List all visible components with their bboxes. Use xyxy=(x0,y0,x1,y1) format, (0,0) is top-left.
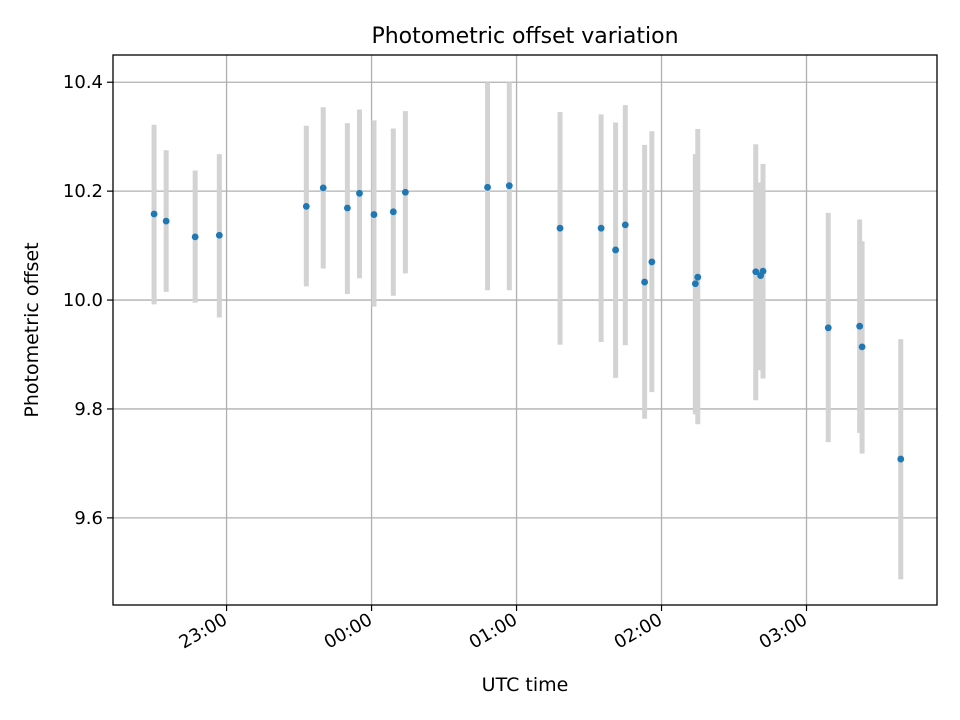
chart-title: Photometric offset variation xyxy=(371,24,678,49)
data-point xyxy=(752,268,760,276)
data-point xyxy=(597,224,605,232)
data-point xyxy=(389,208,397,216)
data-point xyxy=(191,233,199,241)
data-point xyxy=(759,267,767,275)
data-points xyxy=(150,182,905,463)
plot-frame xyxy=(112,54,938,606)
data-point xyxy=(356,189,363,197)
data-point xyxy=(484,183,491,191)
data-point xyxy=(401,188,409,196)
y-axis-label: Photometric offset xyxy=(21,242,43,417)
y-tick-label: 10.4 xyxy=(63,72,103,93)
data-point xyxy=(150,210,158,218)
data-point xyxy=(612,246,620,254)
x-axis-label: UTC time xyxy=(482,674,569,696)
data-point xyxy=(343,204,351,212)
y-axis-ticks: 9.6 9.8 10.0 10.2 10.4 xyxy=(63,72,113,529)
data-point xyxy=(858,343,866,351)
data-point xyxy=(621,221,629,229)
y-tick-label: 9.6 xyxy=(74,508,103,529)
y-tick-label: 10.2 xyxy=(63,181,103,202)
data-point xyxy=(641,278,649,286)
data-point xyxy=(856,322,864,330)
data-point xyxy=(691,280,699,288)
data-point xyxy=(319,184,327,192)
y-tick-label: 10.0 xyxy=(63,290,103,311)
y-tick-label: 9.8 xyxy=(74,399,103,420)
data-point xyxy=(162,217,170,225)
data-point xyxy=(648,258,656,266)
data-point xyxy=(215,231,223,239)
data-point xyxy=(694,273,702,281)
data-point xyxy=(824,324,832,332)
data-point xyxy=(897,455,905,463)
data-point xyxy=(370,211,378,218)
data-point xyxy=(556,224,564,232)
data-point xyxy=(505,182,513,190)
data-point xyxy=(302,202,310,210)
